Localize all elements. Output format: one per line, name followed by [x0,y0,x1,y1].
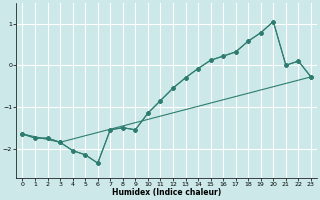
X-axis label: Humidex (Indice chaleur): Humidex (Indice chaleur) [112,188,221,197]
